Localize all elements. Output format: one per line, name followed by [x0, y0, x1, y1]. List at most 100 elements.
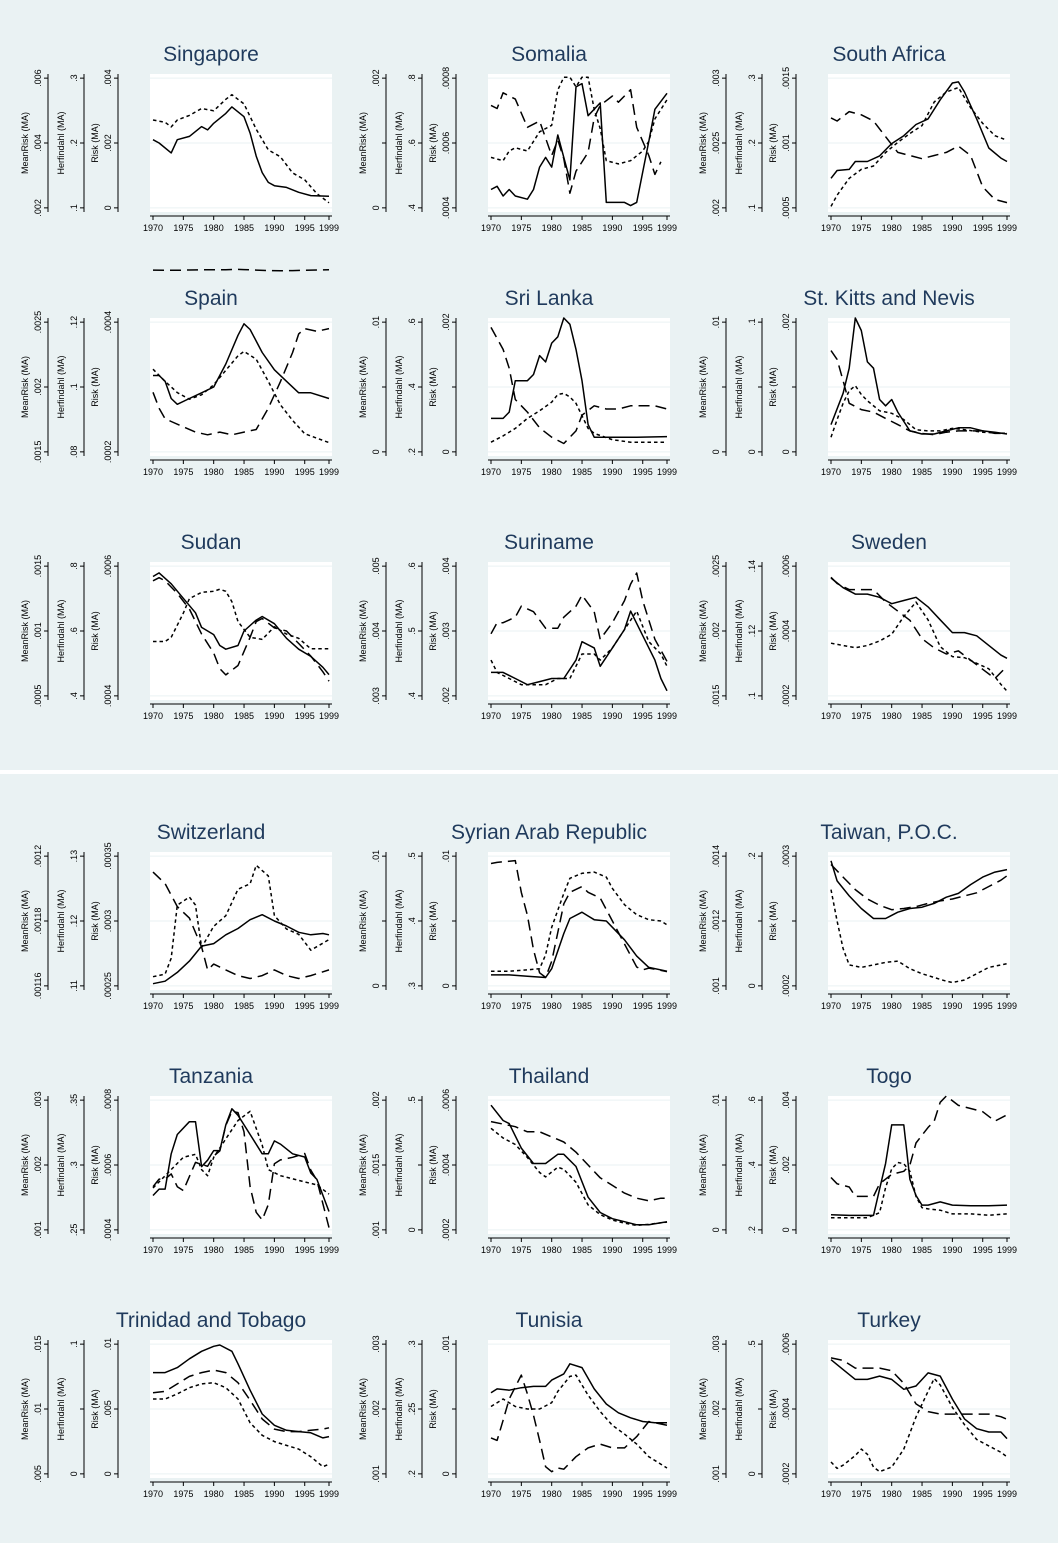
chart-title: Somalia — [511, 43, 587, 66]
series-line-solid — [830, 577, 1008, 659]
y-axis: 0 .5 Herfindahl (MA) — [394, 1096, 423, 1234]
x-tick-label: 1990 — [264, 1245, 284, 1255]
y-axis: 0 .2 Herfindahl (MA) — [734, 852, 763, 990]
chart-panel: Tanzania .001 .002 .003 MeanRisk (MA) .25 .3 .3… — [20, 1065, 339, 1255]
y-tick-label: .0004 — [103, 685, 113, 708]
x-tick-label: 1985 — [234, 1489, 254, 1499]
series-line-dash — [490, 88, 662, 194]
y-axis: .2 .25 .3 Herfindahl (MA) — [394, 1340, 423, 1478]
series-line-dot — [490, 610, 668, 686]
x-tick-label: 1970 — [481, 1245, 501, 1255]
y-tick-label: .0012 — [711, 910, 721, 933]
series-line-solid — [153, 1344, 330, 1439]
chart-title: Singapore — [163, 43, 259, 66]
y-axis-title: Risk (MA) — [768, 123, 778, 163]
y-axis: .002 .0025 .003 MeanRisk (MA) — [698, 69, 727, 217]
y-tick-label: .003 — [711, 1335, 721, 1353]
y-tick-label: 0 — [371, 983, 381, 988]
y-axis: 0 .005 .01 Risk (MA) — [90, 1338, 119, 1478]
y-axis-title: Risk (MA) — [90, 1389, 100, 1429]
x-tick-label: 1990 — [602, 1489, 622, 1499]
x-tick-label: 1999 — [319, 1245, 339, 1255]
x-tick-label: 1995 — [295, 1245, 315, 1255]
y-axis: .1 .2 .3 Herfindahl (MA) — [56, 74, 85, 212]
x-tick-label: 1975 — [851, 1489, 871, 1499]
y-tick-label: .3 — [407, 982, 417, 990]
x-tick-label: 1990 — [602, 223, 622, 233]
y-tick-label: .0003 — [103, 910, 113, 933]
x-tick-label: 1975 — [173, 1489, 193, 1499]
x-tick-label: 1980 — [882, 1001, 902, 1011]
x-tick-label: 1975 — [173, 467, 193, 477]
y-axis-title: MeanRisk (MA) — [698, 1378, 708, 1440]
series-line-dash — [152, 327, 330, 436]
y-tick-label: .6 — [407, 139, 417, 147]
y-tick-label: 0 — [441, 983, 451, 988]
x-tick-label: 1995 — [633, 467, 653, 477]
y-tick-label: .2 — [407, 448, 417, 456]
y-tick-label: .002 — [33, 199, 43, 217]
y-tick-label: .0006 — [103, 555, 113, 578]
x-tick-label: 1970 — [821, 1245, 841, 1255]
chart-title: Togo — [866, 1065, 912, 1088]
y-tick-label: .0002 — [781, 1463, 791, 1486]
y-axis-title: Herfindahl (MA) — [56, 599, 66, 662]
y-axis: .002 .003 .004 Risk (MA) — [428, 557, 457, 705]
x-tick-label: 1970 — [481, 1001, 501, 1011]
x-tick-label: 1970 — [481, 223, 501, 233]
x-tick-label: 1990 — [942, 1245, 962, 1255]
x-tick-label: 1970 — [481, 711, 501, 721]
y-axis: 0 .01 MeanRisk (MA) — [358, 316, 387, 456]
y-axis: 0 .002 Risk (MA) — [768, 313, 797, 456]
y-tick-label: .0006 — [441, 1089, 451, 1112]
y-tick-label: .0005 — [781, 197, 791, 220]
series-line-dash — [490, 1120, 667, 1202]
y-tick-label: .001 — [441, 1335, 451, 1353]
x-tick-label: 1995 — [633, 223, 653, 233]
y-tick-label: .0002 — [781, 685, 791, 708]
y-axis: .2 .4 .6 Herfindahl (MA) — [394, 318, 423, 456]
x-tick-label: 1975 — [511, 1001, 531, 1011]
y-tick-label: .8 — [407, 74, 417, 82]
series-line-solid — [491, 317, 668, 438]
chart-title: Turkey — [857, 1309, 921, 1332]
y-tick-label: .12 — [69, 915, 79, 928]
y-tick-label: .001 — [711, 977, 721, 995]
y-tick-label: .0002 — [441, 1219, 451, 1242]
x-tick-label: 1990 — [942, 467, 962, 477]
y-axis-title: Risk (MA) — [768, 901, 778, 941]
y-tick-label: .001 — [711, 1465, 721, 1483]
y-axis: 0 .01 Risk (MA) — [428, 850, 457, 990]
y-axis: 0 .01 MeanRisk (MA) — [698, 316, 727, 456]
x-axis: 1970 1975 1980 1985 1990 1995 1999 — [143, 993, 339, 1011]
y-tick-label: .35 — [69, 1094, 79, 1107]
x-tick-label: 1985 — [912, 1245, 932, 1255]
x-tick-label: 1980 — [204, 711, 224, 721]
series-line-solid — [491, 610, 668, 692]
y-tick-label: .0004 — [441, 1154, 451, 1177]
series-line-solid — [490, 82, 668, 207]
y-tick-label: .4 — [407, 692, 417, 700]
series-line-solid — [830, 860, 1008, 920]
x-tick-label: 1970 — [821, 1001, 841, 1011]
x-tick-label: 1990 — [264, 1489, 284, 1499]
x-tick-label: 1980 — [882, 223, 902, 233]
y-tick-label: 0 — [711, 1227, 721, 1232]
series-line-solid — [152, 572, 330, 676]
y-tick-label: .002 — [371, 69, 381, 87]
y-axis-title: MeanRisk (MA) — [698, 356, 708, 418]
x-tick-label: 1970 — [821, 1489, 841, 1499]
y-axis-title: Herfindahl (MA) — [734, 111, 744, 174]
y-axis-title: Risk (MA) — [428, 367, 438, 407]
x-tick-label: 1999 — [657, 1001, 677, 1011]
x-tick-label: 1975 — [173, 223, 193, 233]
x-tick-label: 1975 — [511, 711, 531, 721]
y-axis-title: Herfindahl (MA) — [734, 1377, 744, 1440]
chart-title: Tunisia — [516, 1309, 583, 1332]
y-axis-title: MeanRisk (MA) — [20, 112, 30, 174]
y-tick-label: .0008 — [103, 1089, 113, 1112]
y-tick-label: .1 — [747, 318, 757, 326]
chart-title: South Africa — [832, 43, 946, 66]
y-tick-label: .005 — [371, 557, 381, 575]
